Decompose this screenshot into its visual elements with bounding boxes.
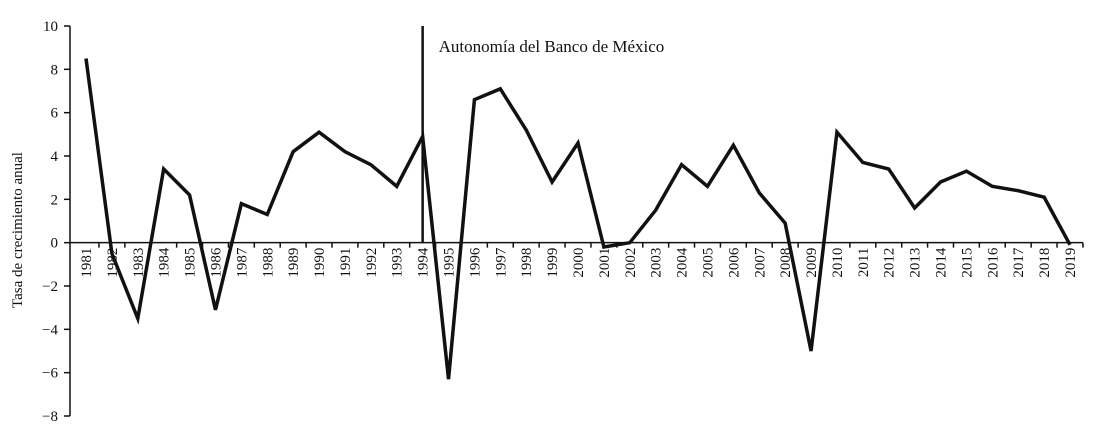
x-tick-label: 2003 [649,248,665,278]
y-tick-label: −8 [42,409,58,425]
y-tick-label: −4 [42,322,58,338]
x-tick-label: 2006 [726,247,742,278]
data-line [84,58,1072,380]
x-tick-label: 1983 [131,248,147,278]
x-tick-label: 1993 [390,248,406,278]
x-tick-label: 2016 [985,247,1001,278]
x-tick-label: 1996 [467,247,483,278]
x-tick-label: 1986 [208,247,224,278]
x-tick-label: 2000 [571,248,587,278]
x-tick-label: 1998 [519,248,535,278]
x-tick-label: 1995 [442,248,458,278]
y-tick-label: 6 [51,106,59,122]
x-tick-label: 2015 [959,248,975,278]
x-tick-label: 1988 [260,248,276,278]
x-tick-label: 1985 [183,248,199,278]
x-tick-label: 2009 [804,248,820,278]
y-tick-label: 0 [51,236,59,252]
x-tick-label: 2013 [908,248,924,278]
x-tick-label: 2005 [700,248,716,278]
x-tick-label: 1990 [312,248,328,278]
x-tick-label: 2010 [830,248,846,278]
y-tick-label: 2 [51,192,59,208]
x-tick-label: 2018 [1037,248,1053,278]
x-tick-label: 2002 [623,248,639,278]
x-tick-label: 1997 [493,247,509,278]
y-tick-label: 4 [51,149,59,165]
x-tick-label: 2017 [1011,247,1027,278]
x-tick-label: 1984 [157,247,173,278]
y-tick-label: −6 [42,366,58,382]
x-tick-label: 2019 [1063,248,1079,278]
y-axis-label: Tasa de crecimiento anual [10,152,26,308]
x-tick-label: 2001 [597,248,613,278]
x-tick-label: 2007 [752,247,768,278]
x-tick-label: 1994 [416,247,432,278]
annotation-text: Autonomía del Banco de México [439,37,665,56]
y-tick-label: 8 [51,62,59,78]
x-tick-label: 2011 [856,248,872,277]
y-tick-label: 10 [43,19,58,35]
x-tick-label: 2004 [675,247,691,278]
x-tick-label: 2012 [882,248,898,278]
x-tick-label: 1987 [234,247,250,278]
x-tick-label: 2014 [934,247,950,278]
x-tick-label: 1981 [79,248,95,278]
x-tick-label: 1989 [286,248,302,278]
y-tick-label: −2 [42,279,58,295]
x-tick-label: 1992 [364,248,380,278]
x-tick-label: 1991 [338,248,354,278]
x-tick-label: 1999 [545,248,561,278]
